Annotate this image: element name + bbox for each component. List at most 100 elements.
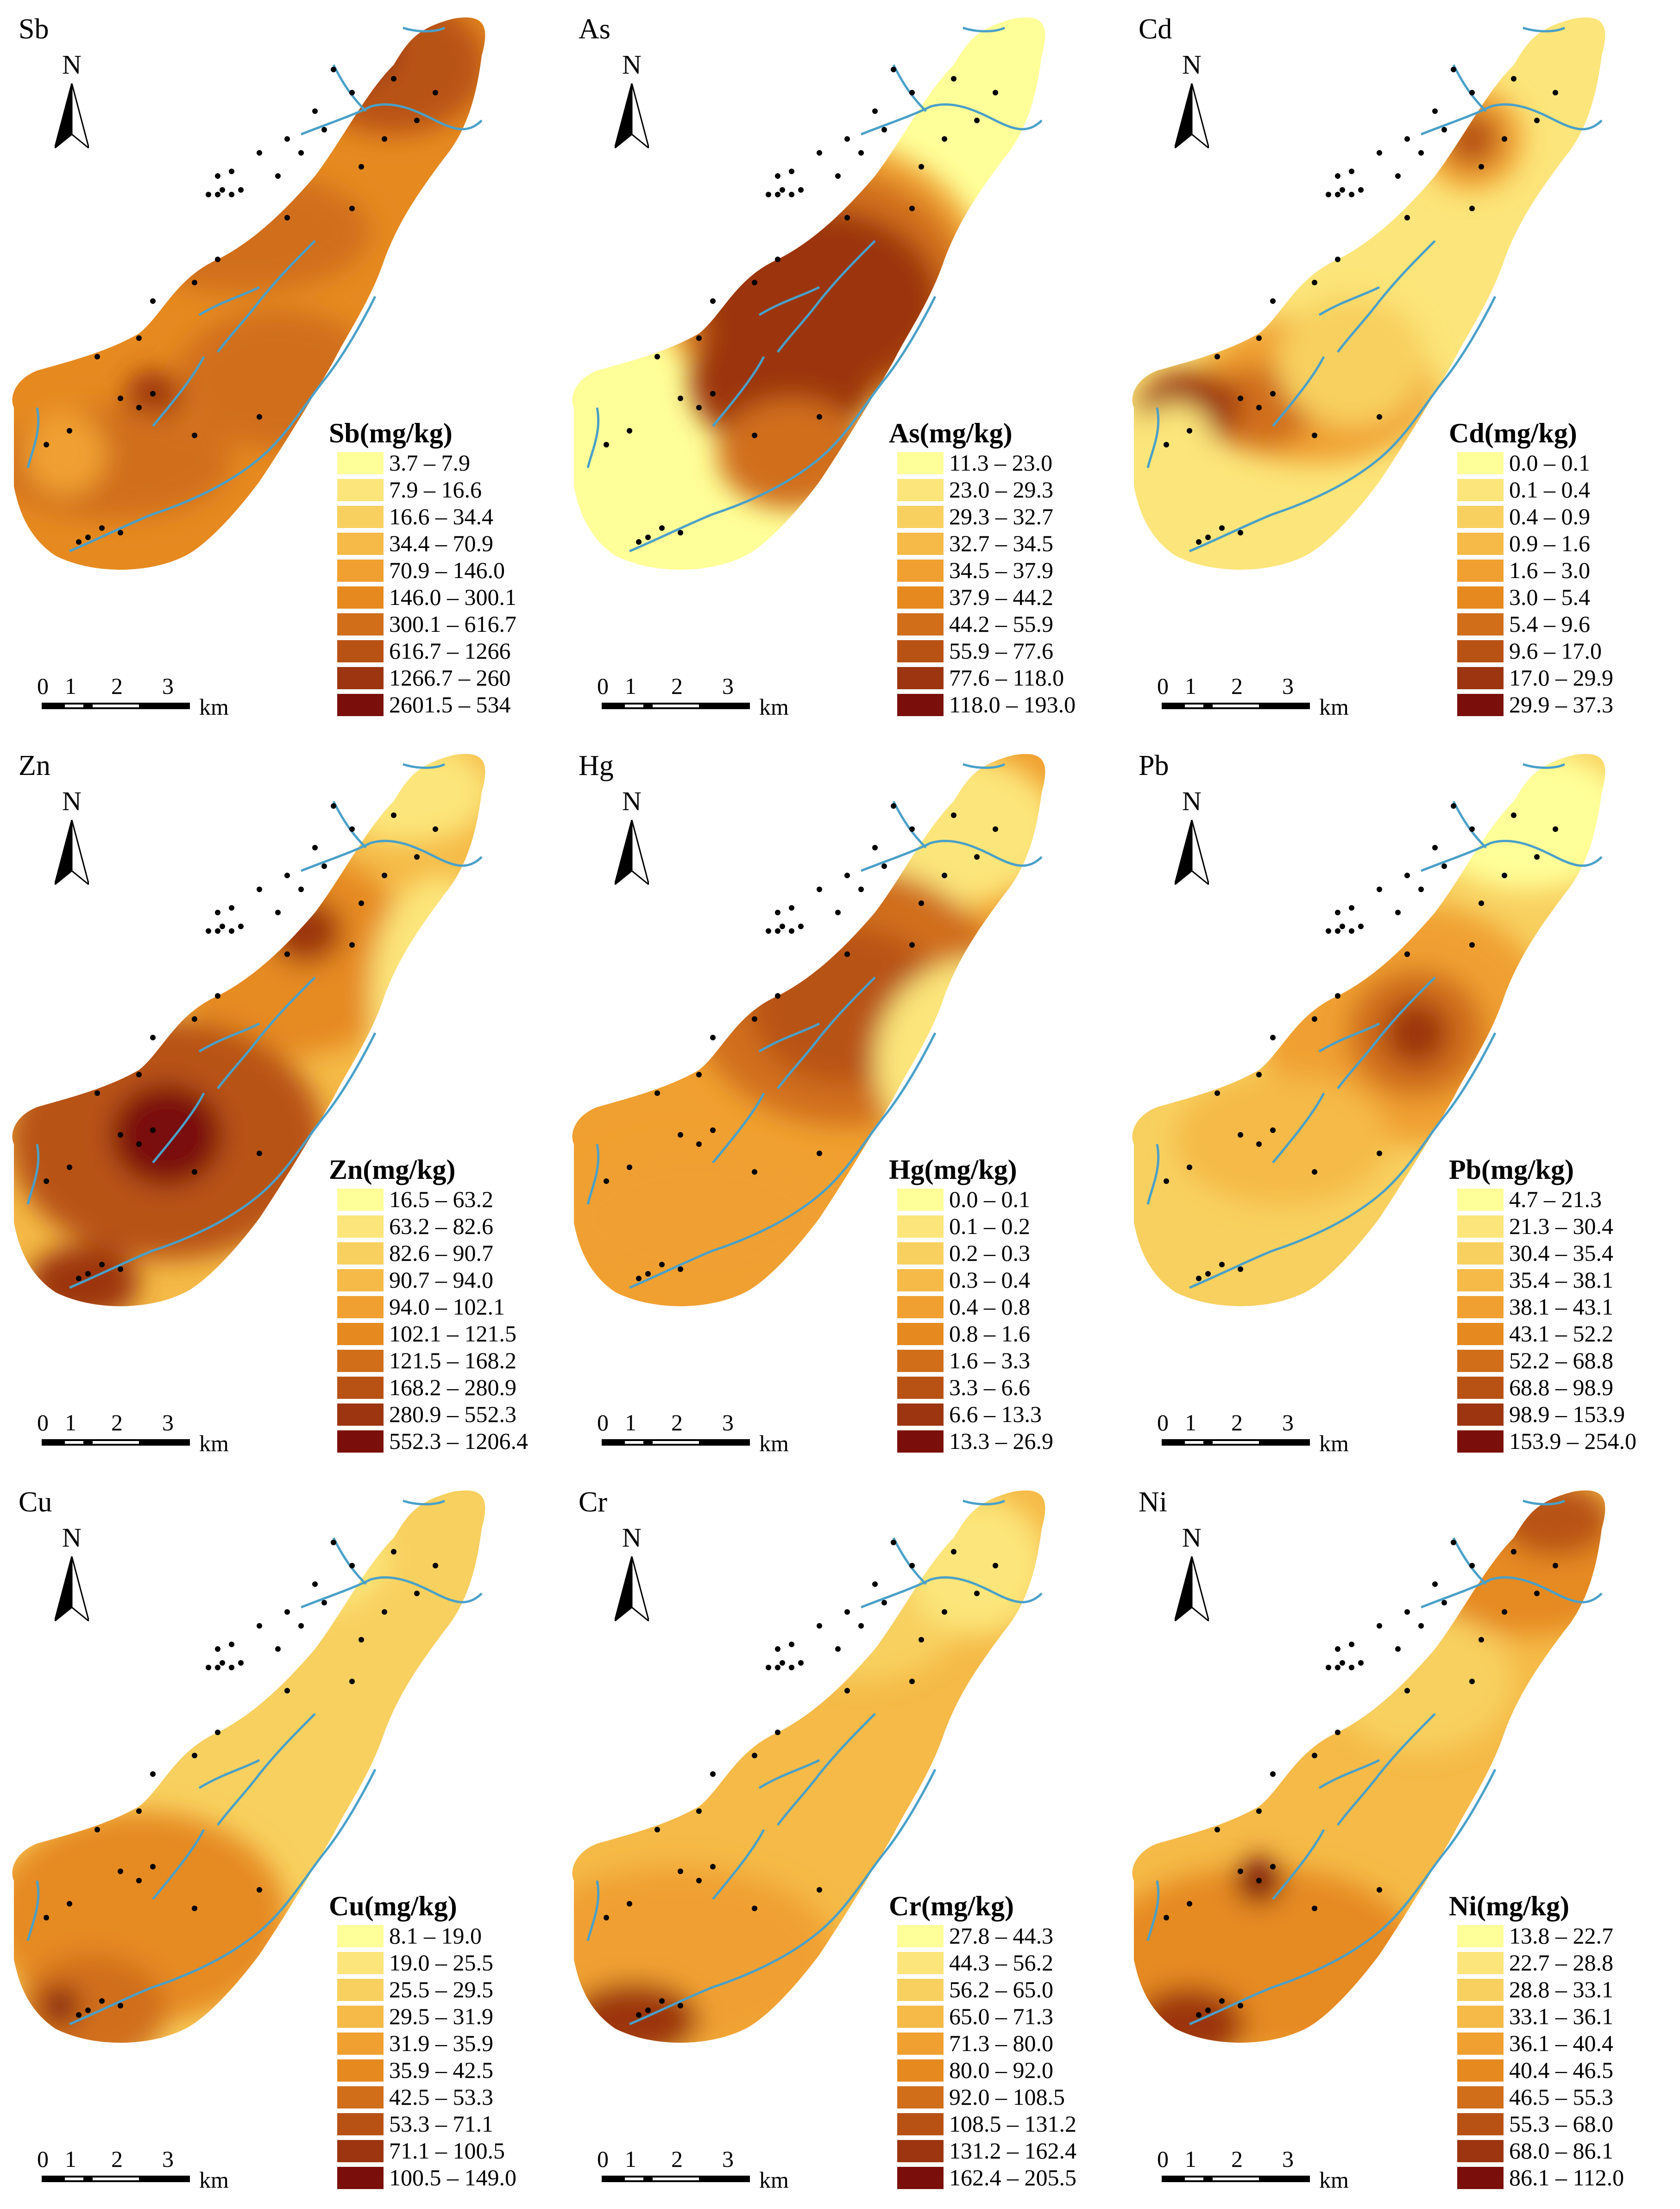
concentration-zone [19,1955,167,2043]
map-area [12,754,485,1306]
legend-item: 34.5 – 37.9 [897,557,1118,584]
river [26,407,40,468]
legend-title: Zn(mg/kg) [329,1154,456,1185]
sampling-point [858,1623,864,1629]
legend-swatch [337,613,384,636]
legend-item: 6.6 – 13.3 [897,1401,1118,1428]
legend-item: 616.7 – 1266 [337,637,558,664]
legend-range: 25.5 – 29.5 [389,1976,493,2002]
map-panel-cr: Cr N Cr(mg/kg) 27.8 – 44.3 44.3 – 56.2 56.2 –… [560,1473,1120,2209]
sampling-point [312,108,318,114]
scale-bar: 0 1 2 3 km [597,2147,792,2193]
sampling-point [99,1998,105,2004]
river [1421,839,1603,872]
sampling-point [789,928,794,934]
sampling-point [67,1164,72,1170]
sampling-point [1553,826,1558,832]
concentration-zone [572,1144,838,1292]
sampling-point [433,1563,438,1568]
scale-tick-label: 2 [671,673,683,699]
sampling-point [881,1600,887,1605]
sampling-point [257,1887,262,1893]
river [1452,1537,1487,1585]
legend-swatch [337,1242,384,1265]
map-panel-pb: Pb N Pb(mg/kg) 4.7 – 21.3 21.3 – 30.4 30.4 – … [1120,736,1680,1473]
legend-item: 552.3 – 1206.4 [337,1428,558,1454]
sampling-point [1479,900,1484,906]
legend-range: 13.3 – 26.9 [949,1428,1053,1454]
legend-range: 5.4 – 9.6 [1509,611,1590,637]
scale-tick-label: 1 [625,1410,636,1435]
river [1272,356,1325,427]
concentration-zone [907,1496,1045,1635]
sampling-point [775,1646,780,1652]
sampling-point [1312,1753,1317,1758]
sampling-point [118,530,123,535]
sampling-point [284,215,290,220]
sampling-point [775,192,780,197]
sampling-point [1335,1646,1340,1652]
legend-swatch [1457,1323,1504,1345]
sampling-point [1326,1665,1331,1670]
legend-swatch [1457,2033,1504,2055]
legend-range: 300.1 – 616.7 [389,611,516,637]
legend-swatch [337,1403,384,1426]
legend-item: 70.9 – 146.0 [337,557,558,584]
river [777,976,876,1089]
sampling-point [1256,405,1262,410]
sampling-point [1312,1169,1317,1175]
legend-swatch [337,694,384,716]
legend-item: 35.9 – 42.5 [337,2057,558,2083]
scale-tick-label: 0 [1157,673,1169,699]
legend-swatch [1457,667,1504,689]
legend-item: 19.0 – 25.5 [337,1949,558,1976]
sampling-point [1238,2003,1243,2008]
legend-item: 1.6 – 3.0 [1457,557,1678,584]
scale-tick-label: 3 [722,1410,734,1435]
legend-item: 82.6 – 90.7 [337,1240,558,1266]
legend: Pb(mg/kg) 4.7 – 21.3 21.3 – 30.4 30.4 – 35.… [1449,1153,1678,1454]
north-label: N [62,50,82,80]
sampling-point [780,187,785,193]
legend-range: 2601.5 – 534 [389,692,511,717]
legend-range: 4.7 – 21.3 [1509,1186,1602,1212]
legend-item: 13.3 – 26.9 [897,1428,1118,1454]
legend-title: As(mg/kg) [889,418,1013,448]
sampling-point [298,887,304,892]
river [1272,1829,1325,1900]
north-label: N [1182,786,1202,816]
legend-range: 6.6 – 13.3 [949,1401,1042,1427]
sampling-point [257,414,262,420]
concentration-zone [1416,1496,1605,1635]
sampling-point [659,1998,665,2004]
sampling-point [298,1623,304,1629]
element-label: As [579,13,610,45]
sampling-point [220,924,225,929]
sampling-point [136,1878,142,1883]
river [152,356,205,427]
sampling-point [1534,854,1540,860]
legend-item: 0.3 – 0.4 [897,1266,1118,1293]
sampling-point [891,67,896,72]
legend-item: 0.0 – 0.1 [1457,449,1678,476]
sampling-point [872,108,878,114]
legend-swatch [1457,1269,1504,1291]
river [712,356,765,427]
sampling-point [1451,1540,1456,1545]
legend-range: 38.1 – 43.1 [1509,1294,1613,1320]
legend-swatch [897,560,944,582]
scale-tick-label: 3 [1282,2146,1294,2172]
sampling-point [645,1271,651,1277]
legend-item: 13.8 – 22.7 [1457,1922,1678,1949]
legend-swatch [897,1215,944,1238]
legend-item: 56.2 – 65.0 [897,1976,1118,2003]
legend-swatch [337,2059,384,2082]
sampling-point [284,951,290,957]
scale-bar: 0 1 2 3 km [597,673,792,720]
river [892,64,927,112]
sampling-point [696,1141,702,1147]
sampling-point [150,391,156,396]
river [217,240,316,353]
legend-range: 80.0 – 92.0 [949,2057,1053,2083]
scale-tick-label: 2 [1231,673,1243,699]
